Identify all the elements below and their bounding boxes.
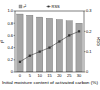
x-tick-label: 0	[19, 73, 22, 78]
marker	[48, 47, 50, 49]
bar	[66, 21, 72, 72]
marker	[19, 61, 21, 63]
legend-swatch	[48, 6, 50, 8]
x-tick-label: 5	[29, 73, 32, 78]
x-label: Initial moisture content of activated ca…	[2, 81, 99, 85]
marker	[39, 51, 41, 53]
y-tick-label: 0.8	[7, 21, 13, 26]
y2-tick-label: 0.1	[86, 49, 92, 54]
legend-label: RSS	[52, 4, 61, 9]
legend-label: r²	[24, 4, 27, 9]
marker	[78, 30, 80, 32]
x-tick-label: 15	[47, 73, 52, 78]
frame	[15, 11, 84, 72]
x-tick-label: 25	[67, 73, 72, 78]
x-tick-label: 30	[77, 73, 82, 78]
bar	[56, 20, 62, 72]
legend-swatch	[47, 6, 51, 7]
y2-label: RSS	[96, 37, 100, 46]
x-tick-label: 20	[57, 73, 62, 78]
y-tick-label: 0	[11, 69, 14, 74]
y-tick-label: 1.0	[7, 8, 13, 13]
y-label: r²	[0, 40, 5, 43]
bar	[46, 18, 52, 72]
y-tick-label: 0.4	[7, 45, 13, 50]
marker	[68, 34, 70, 36]
marker	[58, 40, 60, 42]
legend-swatch	[19, 5, 22, 8]
y2-tick-label: 0.3	[86, 8, 92, 13]
line	[20, 31, 79, 61]
bar	[36, 17, 42, 72]
y-tick-label: 0.2	[7, 57, 13, 62]
marker	[29, 55, 31, 57]
chart: 0 0.2 0.4 0.6 0.8 1.0 0 0.1 0.2 0.3 0 5 10 15 20 25 30 r²…	[0, 0, 100, 90]
x-tick-label: 10	[37, 73, 42, 78]
bar	[27, 15, 33, 72]
y2-tick-label: 0.2	[86, 29, 92, 34]
y2-tick-label: 0	[86, 69, 89, 74]
y-tick-label: 0.6	[7, 33, 13, 38]
plot	[17, 14, 82, 72]
bar	[17, 14, 23, 72]
bar	[76, 23, 82, 72]
